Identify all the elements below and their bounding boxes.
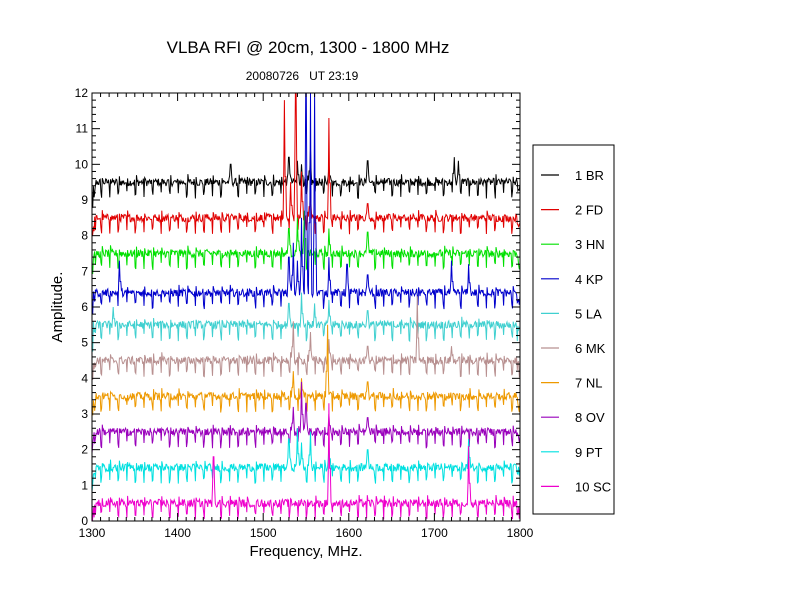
y-tick-label: 7 <box>81 264 88 278</box>
y-tick-label: 9 <box>81 193 88 207</box>
plot-frame <box>91 92 521 522</box>
legend-label: 8 OV <box>575 410 605 425</box>
y-tick-label: 4 <box>81 371 88 385</box>
series-layer <box>92 92 520 521</box>
series-line-1 <box>92 150 520 208</box>
x-tick-label: 1400 <box>164 526 191 540</box>
y-tick-label: 10 <box>75 157 89 171</box>
legend-label: 9 PT <box>575 445 603 460</box>
series-line-6 <box>92 296 520 381</box>
legend-label: 3 HN <box>575 237 605 252</box>
y-tick-label: 11 <box>76 122 89 136</box>
chart-title: VLBA RFI @ 20cm, 1300 - 1800 MHz <box>167 38 450 57</box>
legend-label: 6 MK <box>575 341 606 356</box>
series-line-10 <box>92 403 520 521</box>
x-tick-label: 1300 <box>79 526 106 540</box>
series-line-8 <box>92 381 520 454</box>
legend: 1 BR 2 FD 3 HN 4 KP 5 LA 6 MK 7 NL 8 OV 9 PT 10 S… <box>532 144 615 515</box>
y-tick-label: 0 <box>81 514 88 528</box>
legend-label: 10 SC <box>575 479 611 494</box>
legend-label: 7 NL <box>575 376 602 391</box>
legend-label: 4 KP <box>575 272 603 287</box>
legend-label: 2 FD <box>575 203 603 218</box>
series-line-5 <box>92 292 520 352</box>
y-tick-label: 6 <box>81 300 88 314</box>
x-tick-label: 1600 <box>335 526 362 540</box>
series-line-3 <box>92 210 520 274</box>
legend-label: 5 LA <box>575 306 602 321</box>
y-tick-label: 2 <box>81 443 88 457</box>
y-tick-label: 3 <box>81 407 88 421</box>
y-tick-label: 8 <box>81 229 88 243</box>
legend-box <box>532 144 615 515</box>
x-tick-label: 1700 <box>421 526 448 540</box>
x-tick-label: 1500 <box>250 526 277 540</box>
series-line-4 <box>92 92 520 315</box>
legend-label: 1 BR <box>575 168 604 183</box>
y-tick-label: 5 <box>81 336 88 350</box>
y-tick-label: 1 <box>81 478 88 492</box>
series-line-9 <box>92 428 520 492</box>
series-line-2 <box>92 92 520 237</box>
x-tick-label: 1800 <box>507 526 534 540</box>
series-line-7 <box>92 324 520 416</box>
y-tick-label: 12 <box>75 86 89 100</box>
chart-subtitle: 20080726 UT 23:19 <box>246 69 359 83</box>
x-axis-label: Frequency, MHz. <box>249 543 362 560</box>
y-axis-label: Amplitude. <box>49 272 66 343</box>
